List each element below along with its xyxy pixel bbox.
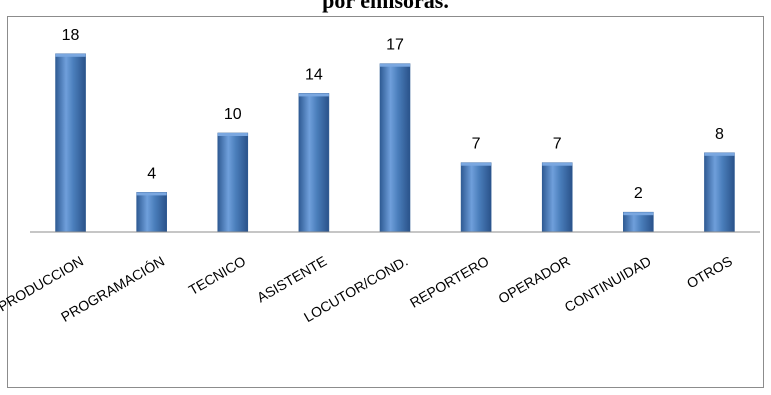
bar-operador — [541, 162, 573, 233]
bar-cap — [136, 192, 167, 196]
bar-cap — [298, 93, 329, 97]
bar-cap — [623, 212, 654, 216]
bar-tecnico — [217, 132, 249, 233]
data-label: 17 — [386, 37, 404, 54]
bar-cap — [704, 152, 735, 156]
data-label: 10 — [224, 106, 242, 123]
x-tick-label: REPORTERO — [407, 253, 492, 311]
bar-otros — [704, 152, 735, 233]
bar-asistente — [298, 93, 330, 233]
x-tick-label: ASISTENTE — [254, 253, 329, 306]
data-label: 7 — [553, 136, 562, 153]
x-tick-label: OPERADOR — [495, 253, 572, 307]
chart-title: por emisoras. — [322, 0, 449, 13]
data-label: 8 — [715, 126, 724, 143]
data-label: 7 — [472, 136, 481, 153]
bar-cap — [217, 133, 248, 136]
x-tick-label: TECNICO — [186, 253, 249, 298]
data-label: 18 — [62, 27, 80, 44]
data-label: 14 — [305, 66, 323, 83]
bar-cap — [461, 162, 492, 166]
bar-reportero — [460, 162, 492, 233]
bar-cap — [542, 162, 573, 166]
bar-cap — [380, 63, 410, 67]
bar-locutor-cond- — [379, 63, 411, 233]
bar-cap — [55, 53, 86, 57]
data-label: 4 — [147, 165, 156, 182]
x-tick-label: CONTINUIDAD — [562, 253, 654, 315]
data-label: 2 — [634, 185, 643, 202]
bar-produccion — [55, 53, 86, 233]
bar-programaci-n — [136, 192, 167, 233]
x-tick-label: OTROS — [684, 253, 735, 292]
